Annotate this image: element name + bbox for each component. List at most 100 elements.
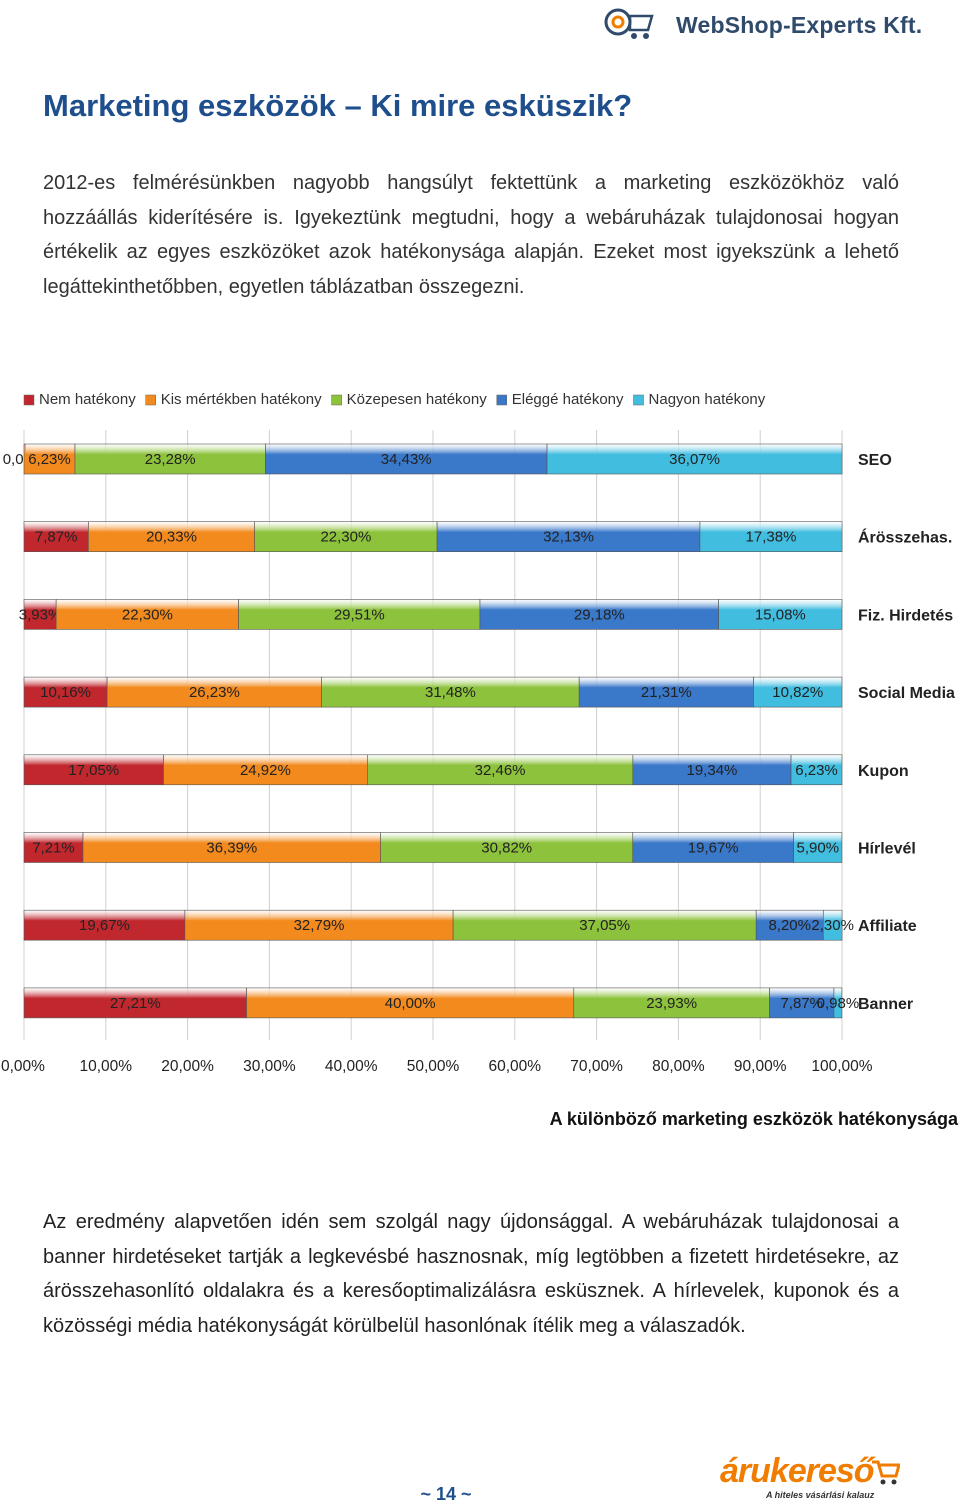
data-label: 31,48% (425, 684, 476, 701)
intro-paragraph: 2012-es felmérésünkben nagyobb hangsúlyt… (43, 172, 899, 298)
legend-swatch-nagyon-hatekony (633, 394, 644, 406)
bar-segment (23, 443, 76, 475)
data-label: 40,00% (385, 995, 436, 1012)
legend-swatch-kozepesen-hatekony (331, 394, 342, 406)
data-label: 23,28% (145, 451, 196, 468)
arukereso-tagline: A hiteles vásárlási kalauz (766, 1490, 875, 1500)
data-label: 8,20% (768, 917, 811, 934)
data-label: 30,82% (481, 840, 532, 857)
axis-tick-label: 30,00% (243, 1058, 296, 1075)
category-label-hirlevel: Hírlevél (858, 841, 916, 858)
bar-segment (55, 599, 239, 630)
data-label: 7,87% (35, 529, 78, 546)
bar-segment (452, 909, 757, 941)
bar-segment (718, 599, 843, 630)
bar-segment (578, 676, 754, 708)
bar-segment (238, 599, 481, 630)
bar-segment (321, 676, 580, 708)
bar-segment (23, 754, 164, 786)
axis-tick-label: 70,00% (570, 1058, 623, 1075)
bar-segment (479, 599, 719, 630)
data-label: 27,21% (110, 995, 161, 1012)
legend-label-elegge-hatekony: Eléggé hatékony (512, 391, 624, 408)
chart-svg: Nem hatékony Kis mértékben hatékony Közepe… (1, 391, 959, 1129)
category-label-social-media: Social Media (858, 685, 955, 702)
data-label: 22,30% (122, 606, 173, 623)
legend-swatch-kis-mertekben-hatekony (145, 394, 156, 406)
axis-tick-label: 90,00% (734, 1058, 787, 1075)
axis-tick-label: 40,00% (325, 1058, 378, 1075)
shopping-cart-icon (872, 1460, 900, 1485)
data-label: 2,30% (811, 917, 854, 934)
bar-segment (573, 987, 770, 1019)
legend-label-nagyon-hatekony: Nagyon hatékony (649, 391, 766, 408)
category-label-seo: SEO (858, 452, 892, 469)
axis-tick-label: 0,00% (1, 1058, 45, 1075)
data-label: 32,46% (475, 762, 526, 779)
data-label: 26,23% (189, 684, 240, 701)
data-label: 6,23% (795, 762, 838, 779)
bar-segment (246, 987, 575, 1019)
data-label: 19,67% (79, 917, 130, 934)
bar-segment (23, 521, 89, 552)
data-label: 15,08% (755, 606, 806, 623)
category-label-arosszehas: Árösszehas. (858, 528, 952, 547)
bar-segment (88, 521, 255, 552)
legend-swatch-nem-hatekony (23, 394, 35, 406)
bar-segment (833, 987, 843, 1019)
webshop-experts-logo: WebShop-Experts Kft. (600, 6, 922, 42)
data-label: 7,21% (32, 840, 75, 857)
conclusion-paragraph: Az eredmény alapvetően idén sem szolgál … (43, 1211, 899, 1337)
data-label: 10,16% (40, 684, 91, 701)
data-label: 37,05% (579, 917, 630, 934)
x-axis-title: A különböző marketing eszközök hatékonys… (550, 1109, 959, 1129)
data-label: 32,13% (543, 529, 594, 546)
bar-segment (23, 599, 57, 630)
data-label: 23,93% (646, 995, 697, 1012)
data-label: 6,23% (28, 451, 71, 468)
data-label: 29,18% (574, 606, 625, 623)
legend-label-kozepesen-hatekony: Közepesen hatékony (347, 391, 488, 408)
data-label: 36,07% (669, 451, 720, 468)
data-label: 29,51% (334, 606, 385, 623)
data-label: 17,05% (68, 762, 119, 779)
at-cart-icon (604, 8, 654, 39)
bar-segment (753, 676, 843, 708)
category-label-banner: Banner (858, 996, 913, 1013)
bar-segment (74, 443, 266, 475)
bar-segment (82, 832, 381, 863)
data-label: 10,82% (772, 684, 823, 701)
bar-segment (184, 909, 454, 941)
data-label: 3,93% (19, 606, 62, 623)
bar-segment (755, 909, 824, 941)
data-label: 34,43% (381, 451, 432, 468)
arukereso-logo: árukereső A hiteles vásárlási kalauz (720, 1452, 920, 1502)
axis-tick-label: 80,00% (652, 1058, 705, 1075)
bar-segment (546, 443, 843, 475)
category-label-affiliate: Affiliate (858, 918, 917, 935)
bar-segment (632, 832, 794, 863)
data-label: 36,39% (206, 840, 257, 857)
axis-tick-label: 100,00% (811, 1058, 872, 1075)
bar-segment (23, 987, 247, 1019)
axis-tick-label: 50,00% (407, 1058, 460, 1075)
bar-segment (106, 676, 322, 708)
category-label-fiz-hirdetes: Fiz. Hirdetés (858, 607, 953, 624)
legend-label-nem-hatekony: Nem hatékony (39, 391, 136, 408)
page-number: ~ 14 ~ (420, 1484, 472, 1504)
effectiveness-chart: Nem hatékony Kis mértékben hatékony Közepe… (0, 380, 960, 1140)
arukereso-brand: árukereső (720, 1452, 875, 1490)
data-label: 24,92% (240, 762, 291, 779)
axis-tick-label: 60,00% (489, 1058, 542, 1075)
legend-label-kis-mertekben-hatekony: Kis mértékben hatékony (161, 391, 322, 408)
bar-segment (699, 521, 843, 552)
bar-segment (254, 521, 438, 552)
axis-tick-label: 10,00% (80, 1058, 133, 1075)
category-label-kupon: Kupon (858, 763, 909, 780)
bar-segment (23, 676, 108, 708)
bar-segment (793, 832, 843, 863)
data-label: 0,98% (817, 995, 860, 1012)
bar-segment (265, 443, 548, 475)
data-label: 20,33% (146, 529, 197, 546)
data-label: 19,67% (688, 840, 739, 857)
